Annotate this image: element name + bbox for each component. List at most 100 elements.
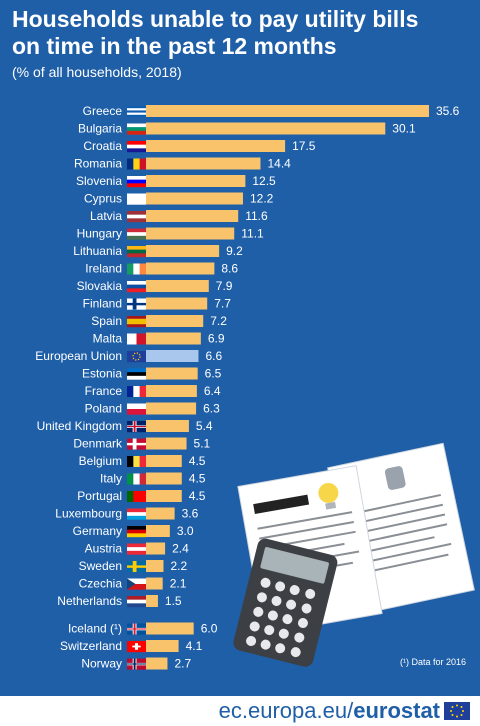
bar-row: Austria 2.4 (85, 542, 189, 556)
data-label: 12.5 (252, 174, 276, 188)
bar-row: Portugal 4.5 (77, 489, 205, 503)
data-label: 6.9 (208, 332, 225, 346)
czechia-flag-icon (127, 578, 146, 590)
bar-row: Netherlands 1.5 (57, 594, 182, 608)
category-label: Ireland (85, 262, 122, 276)
bar-row: Switzerland 4.1 (60, 639, 203, 653)
bar (146, 472, 182, 485)
category-label: United Kingdom (37, 419, 122, 433)
bar (146, 402, 197, 415)
category-label: Finland (83, 297, 122, 311)
bar-row: Poland 6.3 (85, 402, 220, 416)
bar-row: Hungary 11.1 (77, 227, 264, 241)
estonia-flag-icon (127, 368, 146, 380)
data-label: 2.2 (170, 559, 187, 573)
category-label: Denmark (73, 437, 123, 451)
croatia-flag-icon (127, 141, 146, 153)
category-label: Norway (81, 657, 122, 671)
category-label: Germany (73, 524, 122, 538)
bar-row: Germany 3.0 (73, 524, 194, 538)
data-label: 3.6 (182, 507, 199, 521)
data-label: 2.7 (174, 657, 191, 671)
eurostat-brand: eurostat (353, 698, 440, 723)
netherlands-flag-icon (127, 596, 146, 608)
data-label: 30.1 (392, 122, 416, 136)
bulgaria-flag-icon (127, 123, 146, 135)
category-label: Iceland (¹) (68, 622, 122, 636)
bar (146, 122, 386, 135)
bar (146, 315, 204, 327)
bar (146, 332, 201, 345)
slovenia-flag-icon (127, 176, 146, 188)
ireland-flag-icon (127, 263, 147, 275)
bar (146, 622, 194, 635)
bar (146, 507, 175, 520)
bar (146, 157, 261, 170)
bar (146, 640, 179, 652)
footer-text: ec.europa.eu/eurostat (219, 698, 440, 724)
data-label: 2.4 (172, 542, 189, 556)
bar-row: Belgium 4.5 (79, 454, 206, 468)
data-label: 11.6 (245, 209, 268, 223)
data-label: 5.1 (194, 437, 211, 451)
bar (146, 350, 199, 362)
bar (146, 280, 209, 292)
eu-flag-logo-icon (444, 702, 470, 720)
chart-title-line-1: Households unable to pay utility bills (12, 6, 419, 32)
bar (146, 455, 182, 467)
category-label: Slovakia (77, 279, 123, 293)
bar-row: Latvia 11.6 (90, 209, 268, 223)
spain-flag-icon (127, 316, 146, 328)
category-label: Estonia (82, 367, 122, 381)
bar (146, 420, 189, 432)
category-label: Romania (74, 157, 122, 171)
data-label: 9.2 (226, 244, 243, 258)
data-label: 6.5 (205, 367, 222, 381)
category-label: Latvia (90, 209, 122, 223)
category-label: Portugal (77, 489, 122, 503)
bar-row: Italy 4.5 (100, 472, 206, 486)
sweden-flag-icon (127, 561, 146, 573)
data-label: 6.0 (201, 622, 218, 636)
bar (146, 385, 197, 397)
bar-row: Romania 14.4 (74, 157, 291, 171)
category-label: Spain (91, 314, 122, 328)
norway-flag-icon (127, 658, 146, 670)
data-label: 12.2 (250, 192, 274, 206)
bar-row: Ireland 8.6 (85, 262, 238, 276)
bar-row: Iceland (¹) 6.0 (68, 622, 218, 636)
bar (146, 262, 215, 275)
data-label: 3.0 (177, 524, 194, 538)
bar-row: Norway 2.7 (81, 657, 191, 671)
data-label: 4.5 (189, 472, 206, 486)
lithuania-flag-icon (127, 246, 146, 258)
bar (146, 657, 168, 670)
cyprus-flag-icon (127, 193, 146, 205)
data-label: 4.1 (186, 639, 203, 653)
category-label: Bulgaria (78, 122, 122, 136)
bar (146, 210, 239, 222)
data-label: 7.7 (214, 297, 231, 311)
switzerland-flag-icon (127, 641, 146, 653)
bar (146, 525, 170, 537)
belgium-flag-icon (127, 456, 147, 467)
bar (146, 595, 158, 607)
bar (146, 175, 246, 187)
category-label: France (85, 384, 123, 398)
category-label: Malta (93, 332, 123, 346)
bar-row: European Union 6.6 (35, 349, 222, 363)
bar (146, 560, 164, 572)
data-label: 14.4 (267, 157, 291, 171)
greece-flag-icon (127, 106, 146, 118)
bar (146, 542, 166, 555)
bar-row: Luxembourg 3.6 (55, 507, 198, 521)
austria-flag-icon (127, 543, 146, 555)
footer-site-text: ec.europa.eu/ (218, 698, 354, 723)
bar-row: Denmark 5.1 (73, 437, 210, 451)
luxembourg-flag-icon (127, 508, 146, 520)
bar-row: Cyprus 12.2 (84, 192, 274, 206)
category-label: Lithuania (73, 244, 122, 258)
data-label: 6.3 (203, 402, 220, 416)
